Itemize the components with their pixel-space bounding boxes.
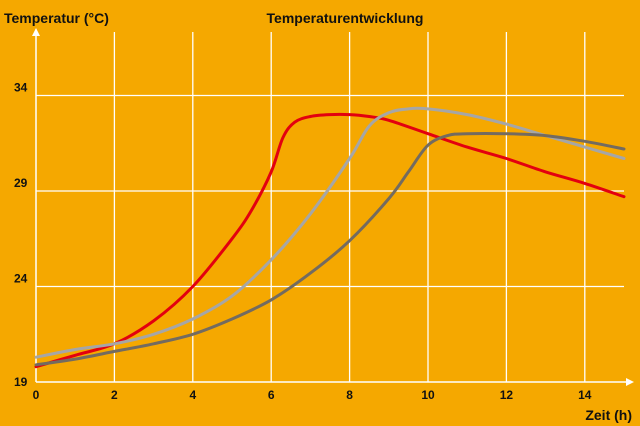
series-line-2 xyxy=(34,106,626,359)
x-axis-label: Zeit (h) xyxy=(585,407,632,423)
x-tick-label: 0 xyxy=(33,388,40,402)
grid-layer xyxy=(36,32,624,382)
series-line-3 xyxy=(34,131,626,367)
x-tick-label: 4 xyxy=(189,388,196,402)
y-tick-label: 24 xyxy=(14,272,28,286)
chart-title: Temperaturentwicklung xyxy=(267,10,424,26)
x-axis-arrow xyxy=(626,378,634,386)
x-tick-label: 8 xyxy=(346,388,353,402)
y-tick-label: 34 xyxy=(14,81,28,95)
x-tick-label: 14 xyxy=(578,388,592,402)
x-tick-label: 6 xyxy=(268,388,275,402)
y-axis-label: Temperatur (°C) xyxy=(4,10,109,26)
y-axis-arrow xyxy=(32,28,40,36)
x-tick-label: 2 xyxy=(111,388,118,402)
axis-layer xyxy=(32,28,634,386)
series-line-1 xyxy=(34,112,626,369)
y-tick-label: 19 xyxy=(14,375,28,389)
series-layer xyxy=(34,106,626,369)
x-tick-label: 12 xyxy=(500,388,514,402)
y-tick-label: 29 xyxy=(14,176,28,190)
x-tick-label: 10 xyxy=(421,388,435,402)
